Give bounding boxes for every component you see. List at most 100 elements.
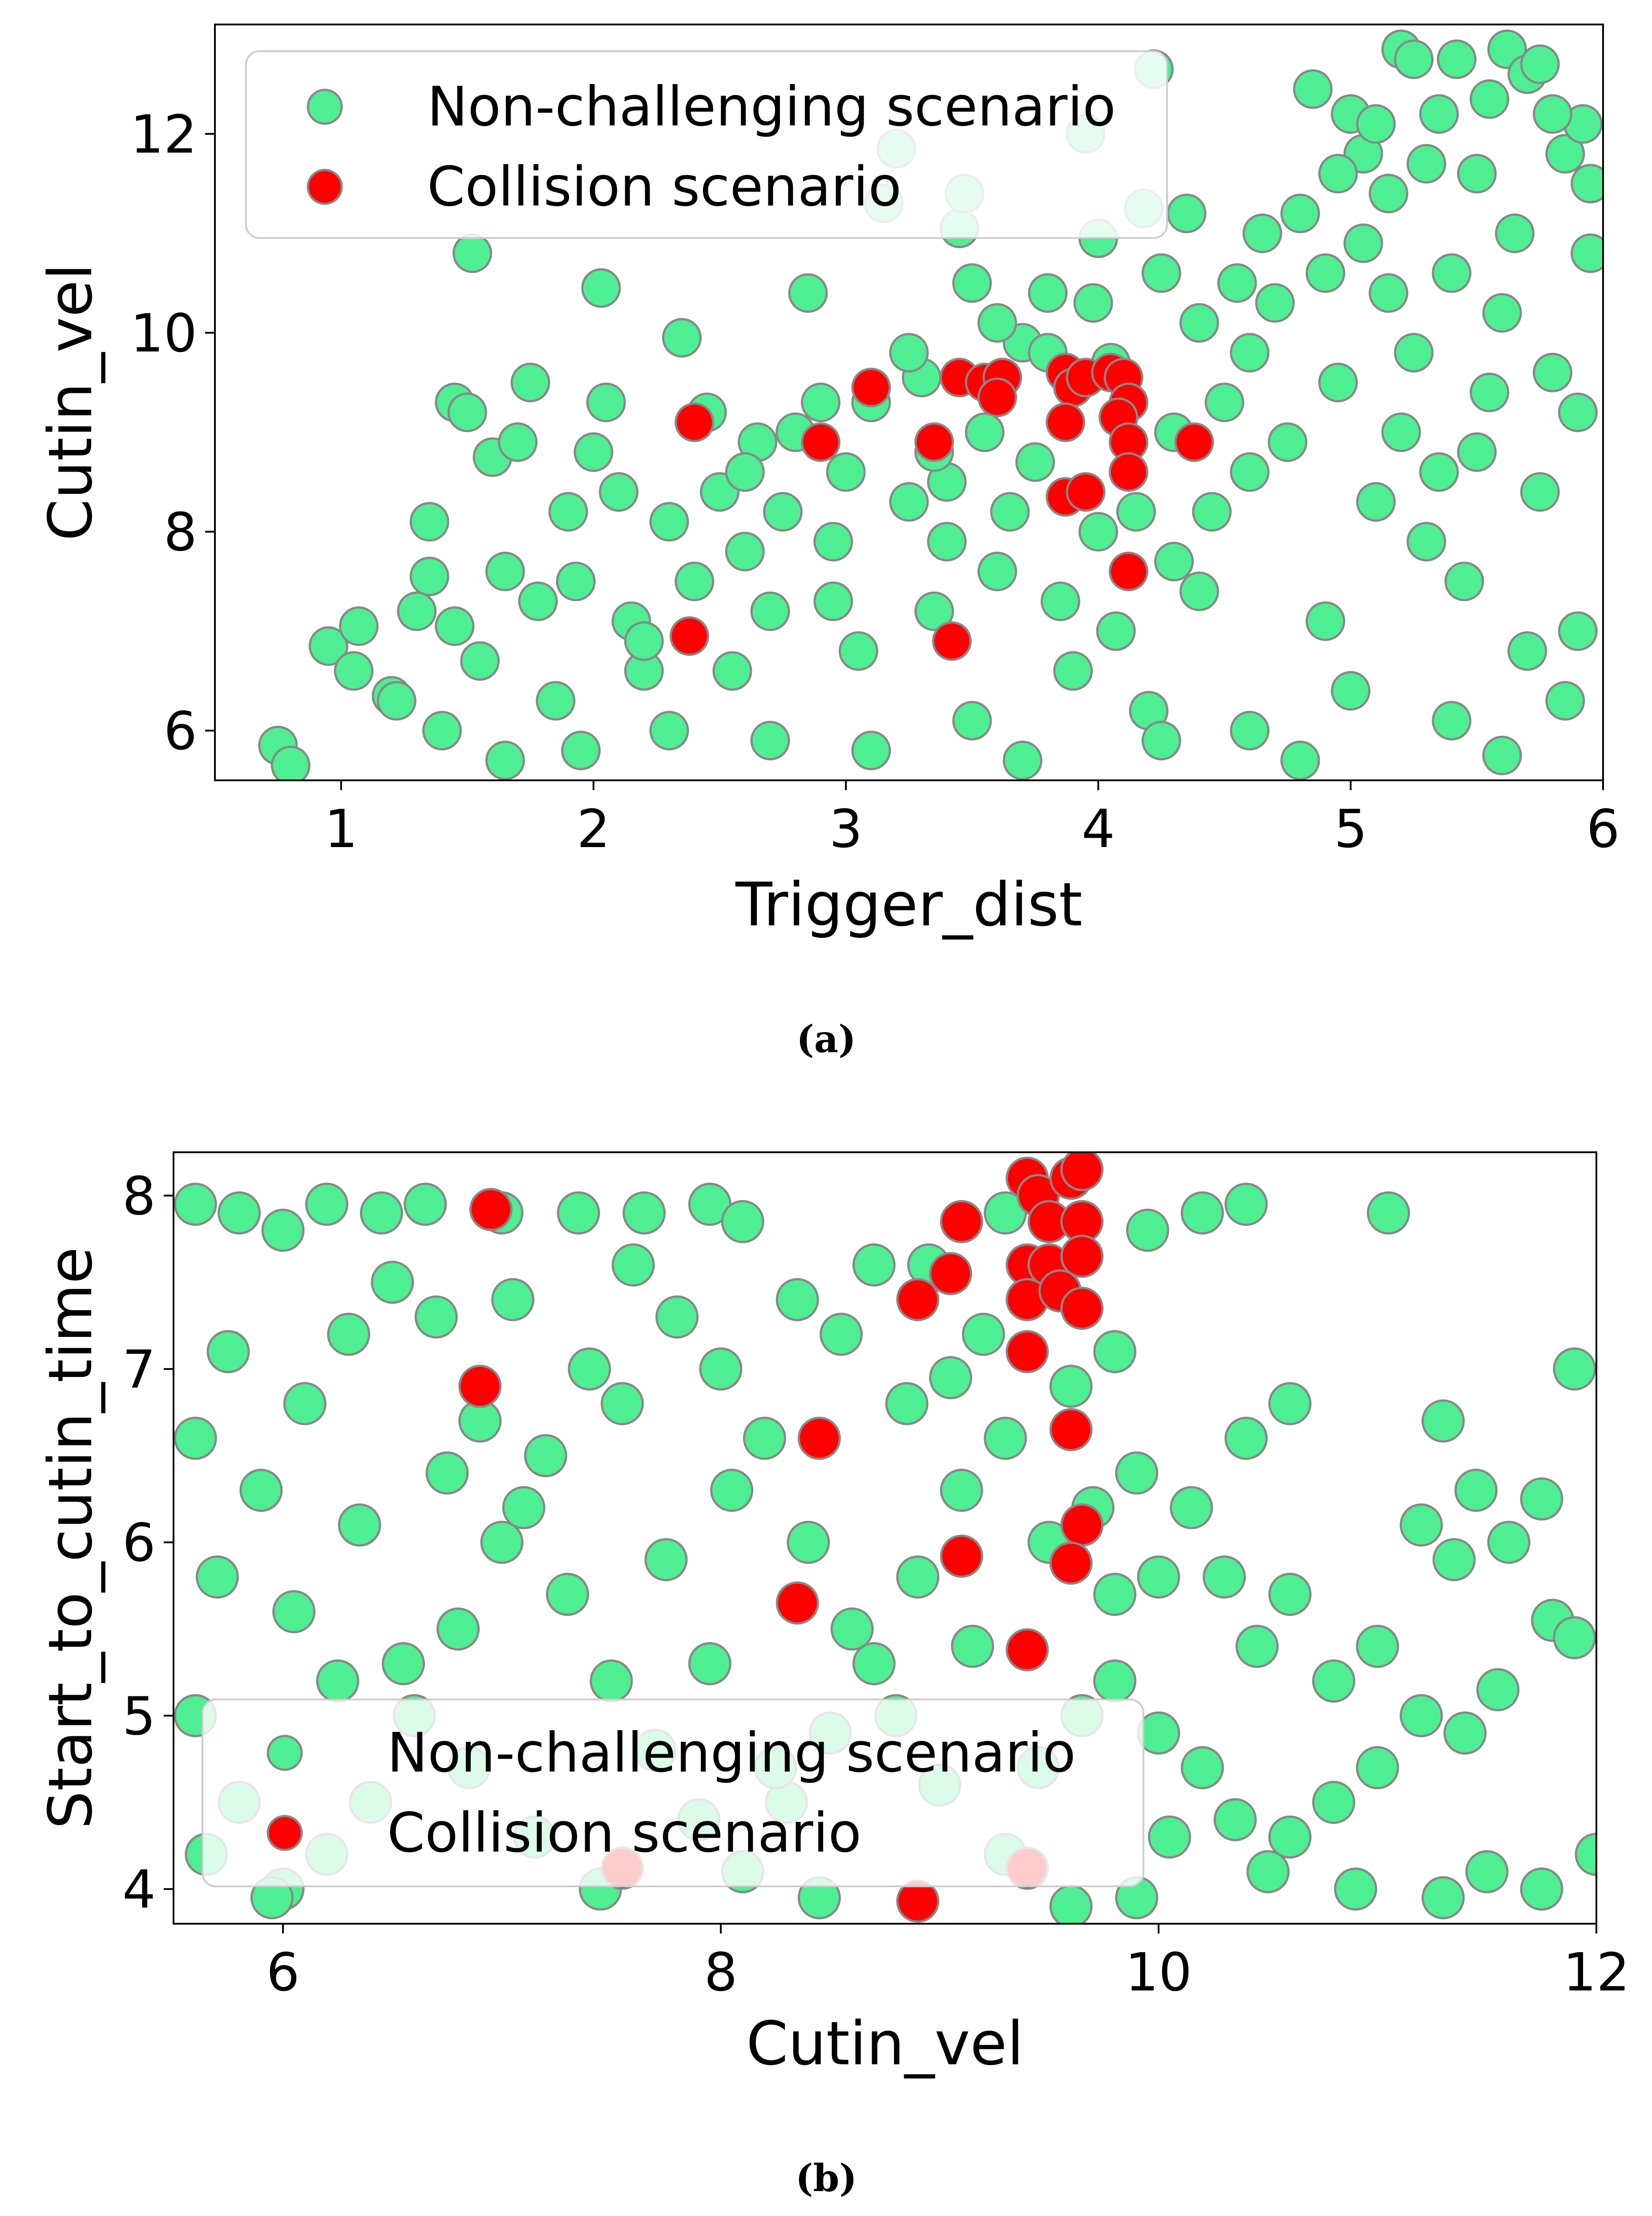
point-non-challenging-a: [725, 452, 765, 492]
point-non-challenging-a: [1318, 363, 1358, 403]
x-tick-label-a: 5: [1334, 798, 1367, 860]
point-collision-b: [797, 1417, 841, 1460]
point-non-challenging-a: [422, 710, 462, 751]
x-tick-label-b: 10: [1125, 1942, 1192, 2003]
point-non-challenging-a: [460, 641, 500, 681]
point-non-challenging-b: [984, 1417, 1027, 1460]
legend-marker-non-challenging-a: [307, 89, 343, 125]
point-collision-b: [940, 1200, 983, 1243]
point-non-challenging-b: [622, 1191, 666, 1235]
point-non-challenging-a: [977, 552, 1017, 591]
point-non-challenging-b: [1235, 1625, 1279, 1668]
point-non-challenging-a: [1545, 681, 1585, 721]
point-non-challenging-b: [601, 1382, 644, 1425]
point-non-challenging-a: [485, 552, 525, 591]
point-collision-a: [1109, 452, 1148, 492]
point-non-challenging-a: [649, 502, 689, 542]
point-non-challenging-a: [1141, 721, 1181, 761]
point-non-challenging-a: [1495, 214, 1535, 253]
point-non-challenging-b: [1213, 1798, 1257, 1841]
point-non-challenging-b: [1268, 1573, 1312, 1616]
point-non-challenging-a: [1179, 571, 1219, 611]
point-non-challenging-b: [1170, 1486, 1213, 1530]
point-non-challenging-b: [261, 1208, 305, 1252]
point-non-challenging-a: [1002, 740, 1042, 780]
point-collision-a: [851, 367, 891, 408]
point-non-challenging-b: [1334, 1867, 1377, 1911]
point-collision-b: [469, 1188, 513, 1231]
point-non-challenging-a: [826, 452, 866, 492]
point-non-challenging-b: [852, 1642, 896, 1685]
point-non-challenging-a: [447, 392, 487, 432]
x-tick-label-a: 2: [577, 798, 610, 860]
point-non-challenging-a: [1470, 372, 1510, 412]
point-non-challenging-b: [1049, 1364, 1093, 1408]
point-non-challenging-a: [1028, 273, 1068, 313]
point-non-challenging-a: [1369, 273, 1409, 313]
point-non-challenging-a: [1318, 153, 1358, 194]
point-non-challenging-a: [1305, 253, 1345, 293]
point-non-challenging-a: [339, 606, 379, 646]
point-non-challenging-a: [1394, 39, 1434, 79]
point-non-challenging-b: [206, 1330, 250, 1373]
point-non-challenging-a: [376, 681, 416, 721]
point-non-challenging-b: [1137, 1555, 1180, 1599]
y-tick-label-a: 12: [130, 104, 197, 165]
point-non-challenging-a: [1141, 253, 1181, 293]
point-non-challenging-b: [1180, 1746, 1224, 1789]
point-non-challenging-b: [436, 1607, 480, 1651]
point-collision-a: [1066, 472, 1106, 512]
point-collision-b: [1060, 1503, 1104, 1547]
point-collision-b: [1006, 1330, 1049, 1373]
point-non-challenging-b: [382, 1642, 425, 1685]
point-non-challenging-a: [977, 303, 1017, 343]
point-collision-b: [940, 1534, 983, 1578]
point-collision-b: [1049, 1408, 1093, 1451]
x-tick-label-b: 12: [1563, 1942, 1630, 2003]
point-non-challenging-b: [1575, 1833, 1596, 1876]
point-non-challenging-a: [1154, 541, 1194, 581]
point-non-challenging-a: [1437, 39, 1477, 79]
point-non-challenging-a: [1255, 283, 1295, 323]
point-non-challenging-b: [338, 1503, 381, 1547]
point-non-challenging-a: [1533, 94, 1572, 134]
point-non-challenging-a: [813, 522, 853, 561]
point-non-challenging-a: [1369, 174, 1409, 214]
x-axis-label-a: Trigger_dist: [735, 870, 1082, 940]
point-non-challenging-a: [1520, 44, 1560, 84]
point-non-challenging-b: [239, 1469, 283, 1512]
point-non-challenging-a: [1470, 79, 1510, 119]
point-non-challenging-a: [712, 651, 752, 691]
point-non-challenging-a: [308, 626, 348, 666]
point-non-challenging-b: [1312, 1659, 1356, 1703]
point-non-challenging-a: [1381, 412, 1421, 452]
point-non-challenging-a: [1432, 701, 1472, 741]
x-tick-label-a: 1: [324, 798, 358, 860]
point-non-challenging-a: [556, 561, 596, 601]
point-non-challenging-b: [929, 1356, 973, 1400]
point-collision-a: [932, 621, 972, 661]
point-non-challenging-a: [750, 721, 790, 761]
point-non-challenging-b: [940, 1469, 983, 1512]
point-non-challenging-a: [397, 591, 437, 631]
point-non-challenging-b: [502, 1486, 545, 1530]
point-non-challenging-a: [1457, 153, 1497, 194]
legend-b: Non-challenging scenario Collision scena…: [202, 1699, 1144, 1887]
point-non-challenging-a: [1192, 492, 1232, 532]
point-non-challenging-a: [965, 412, 1005, 452]
point-collision-a: [670, 616, 709, 656]
point-non-challenging-a: [1356, 482, 1396, 522]
legend-marker-non-challenging-b: [267, 1735, 303, 1771]
point-non-challenging-b: [480, 1521, 524, 1564]
point-collision-b: [896, 1278, 940, 1321]
point-non-challenging-a: [1533, 352, 1572, 392]
point-non-challenging-a: [435, 606, 475, 646]
point-non-challenging-b: [524, 1434, 567, 1477]
point-non-challenging-a: [990, 492, 1030, 532]
point-collision-b: [1060, 1287, 1104, 1330]
point-non-challenging-a: [1356, 104, 1396, 144]
point-non-challenging-a: [599, 472, 639, 512]
x-axis-label-b: Cutin_vel: [746, 2009, 1024, 2079]
